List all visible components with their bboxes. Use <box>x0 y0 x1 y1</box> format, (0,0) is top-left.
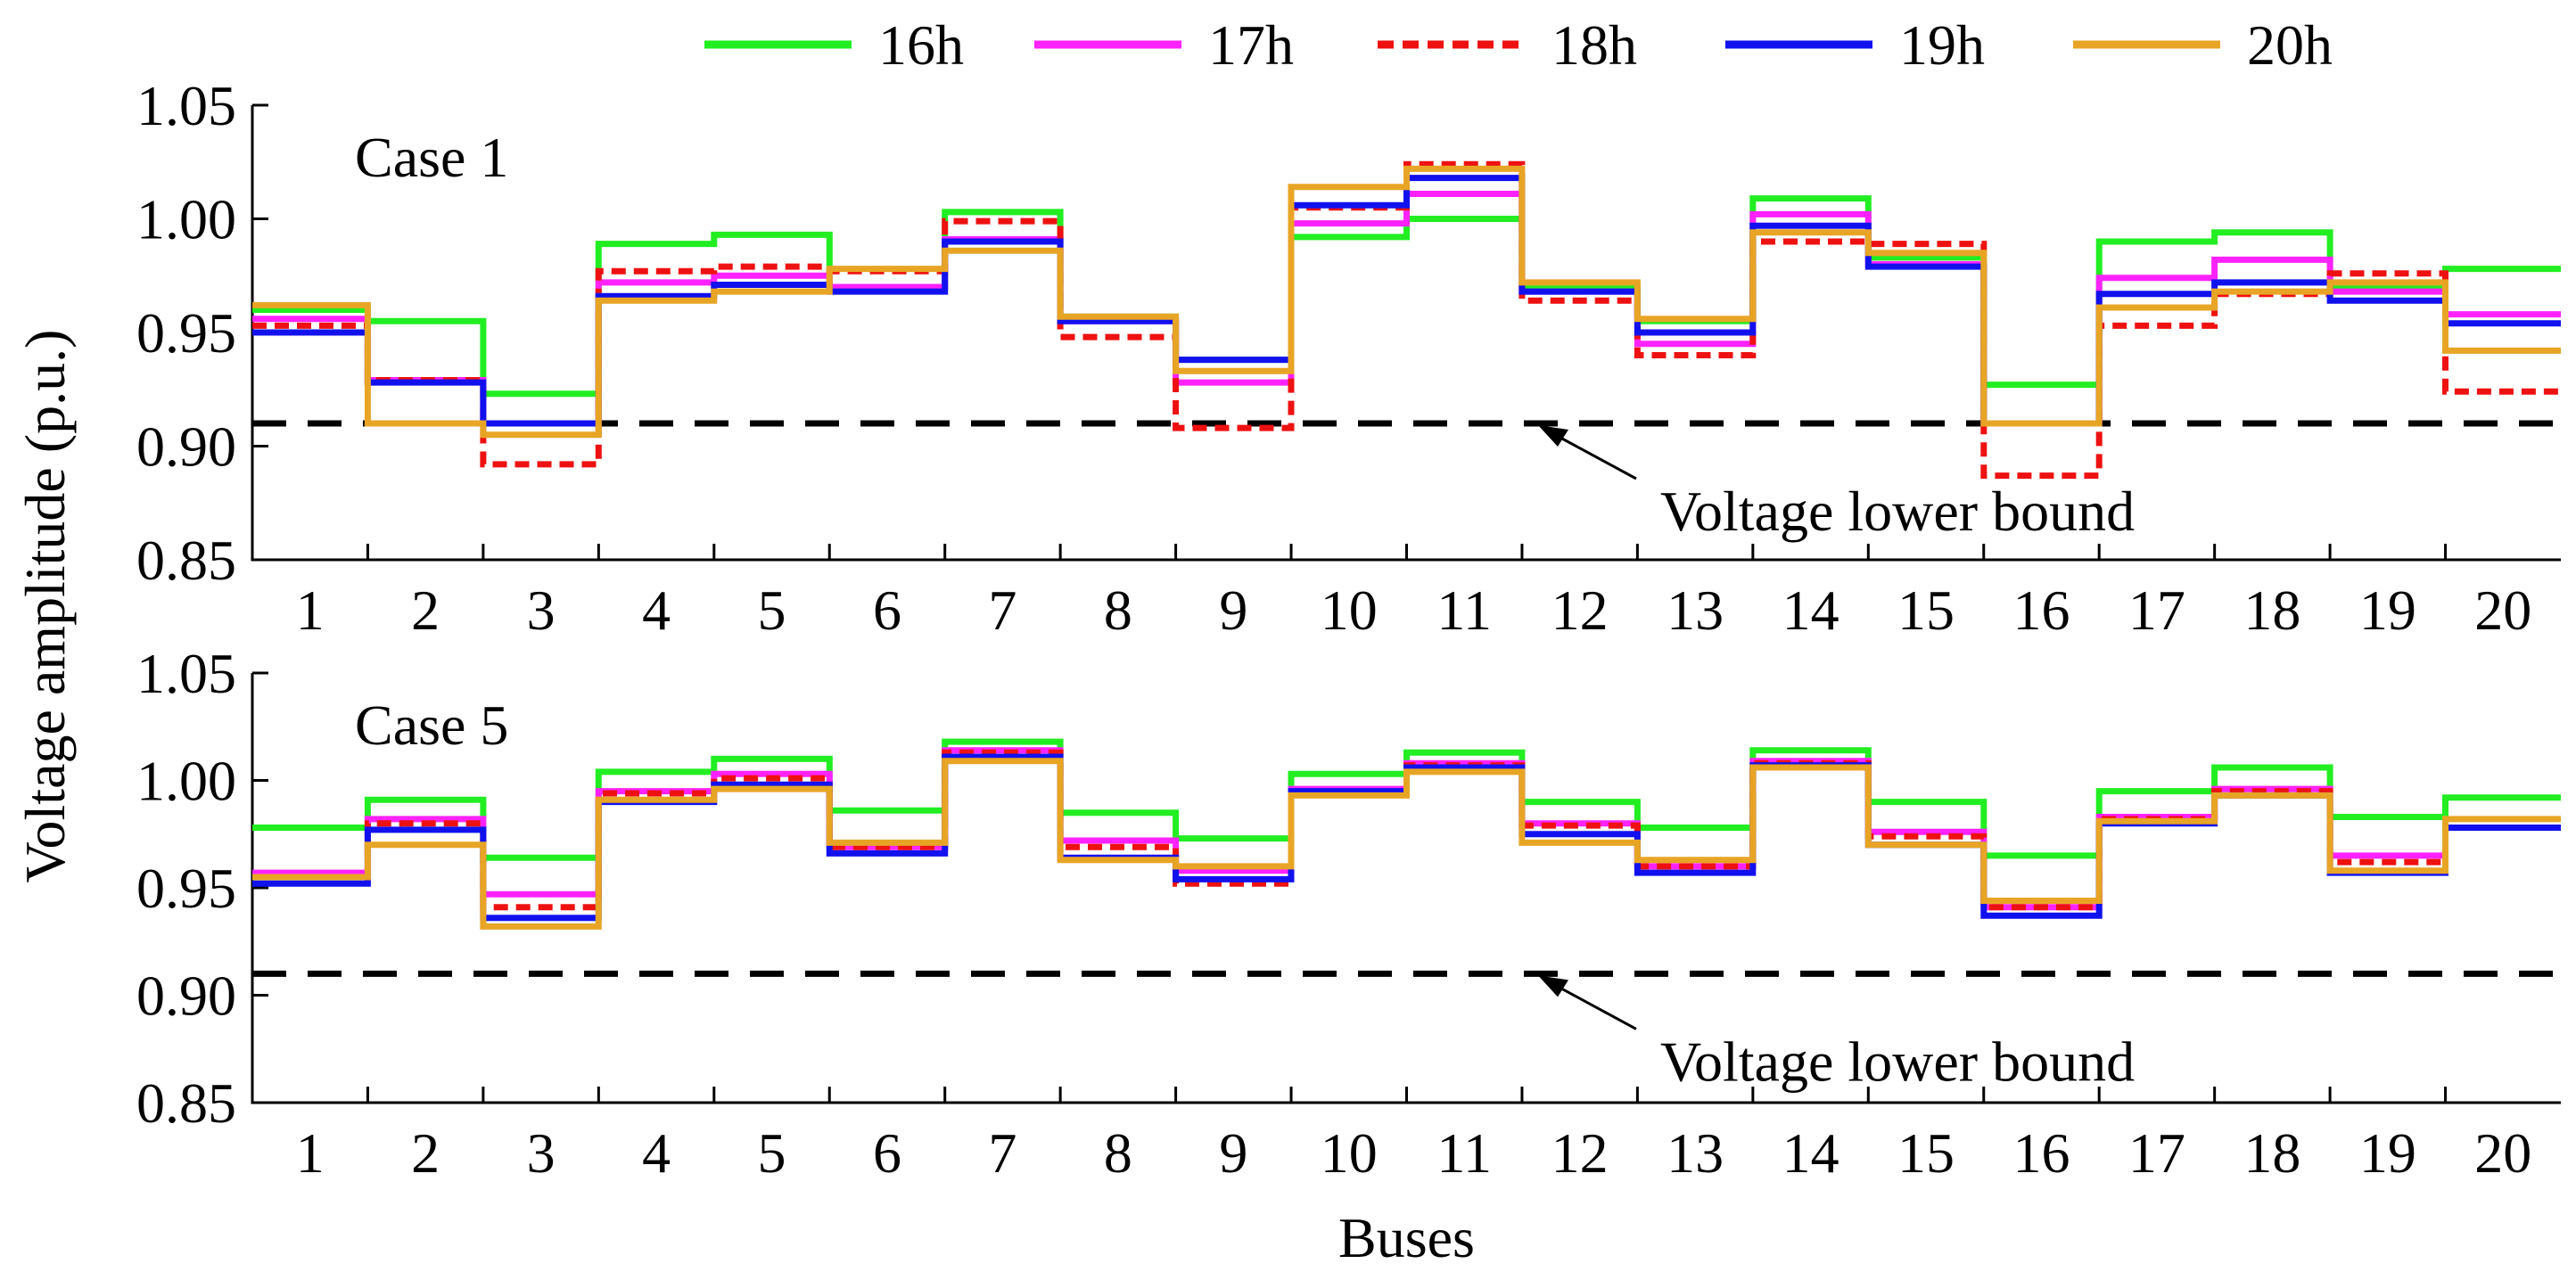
x-tick-label: 10 <box>1321 579 1378 642</box>
x-tick-label: 13 <box>1667 1121 1724 1185</box>
annotation-arrowhead <box>1538 425 1568 447</box>
x-tick-label: 6 <box>873 579 901 642</box>
x-tick-label: 18 <box>2243 579 2300 642</box>
x-tick-label: 4 <box>642 579 671 642</box>
panel-2: 0.850.900.951.001.051 2 3 4 5 6 7 8 9 10 11 12 13 14 1… <box>136 642 2561 1185</box>
x-tick-label: 3 <box>527 1121 556 1185</box>
x-tick-label: 11 <box>1436 579 1492 642</box>
legend-label-16h: 16h <box>878 13 964 77</box>
legend-label-18h: 18h <box>1551 13 1637 77</box>
x-tick-label: 17 <box>2128 579 2185 642</box>
x-tick-label: 12 <box>1551 1121 1609 1185</box>
x-axis-title: Buses <box>1338 1206 1475 1269</box>
x-tick-label: 8 <box>1104 579 1132 642</box>
legend-item-20h: 20h <box>2073 13 2333 77</box>
legend-item-19h: 19h <box>1725 13 1985 77</box>
x-tick-label: 6 <box>873 1121 901 1185</box>
x-tick-label: 14 <box>1782 1121 1839 1185</box>
x-tick-label: 2 <box>411 1121 440 1185</box>
x-tick-label: 20 <box>2474 579 2531 642</box>
annotation-arrow <box>1550 431 1637 480</box>
y-tick-label: 1.05 <box>136 642 236 705</box>
panel-title: Case 1 <box>355 126 508 189</box>
y-tick-label: 0.85 <box>136 1071 236 1135</box>
y-tick-label: 0.95 <box>136 301 236 365</box>
x-tick-label: 15 <box>1897 579 1955 642</box>
panel-1: 0.850.900.951.001.051 2 3 4 5 6 7 8 9 10 11 12 13 14 1… <box>136 74 2561 642</box>
x-tick-label: 15 <box>1897 1121 1955 1185</box>
x-tick-label: 10 <box>1321 1121 1378 1185</box>
y-tick-label: 0.90 <box>136 415 236 479</box>
annotation-text: Voltage lower bound <box>1660 480 2135 543</box>
x-tick-label: 13 <box>1667 579 1724 642</box>
x-tick-label: 14 <box>1782 579 1839 642</box>
legend-item-17h: 17h <box>1034 13 1294 77</box>
legend-item-18h: 18h <box>1378 13 1637 77</box>
x-tick-label: 17 <box>2128 1121 2185 1185</box>
x-tick-label: 16 <box>2012 579 2070 642</box>
y-tick-label: 1.05 <box>136 74 236 137</box>
y-tick-label: 1.00 <box>136 750 236 813</box>
x-tick-label: 8 <box>1104 1121 1132 1185</box>
x-tick-label: 9 <box>1219 1121 1247 1185</box>
y-tick-label: 0.95 <box>136 857 236 920</box>
x-tick-label: 19 <box>2359 1121 2416 1185</box>
legend-item-16h: 16h <box>704 13 964 77</box>
y-tick-label: 0.85 <box>136 529 236 592</box>
x-tick-label: 16 <box>2012 1121 2070 1185</box>
x-tick-label: 20 <box>2474 1121 2531 1185</box>
x-tick-label: 5 <box>758 1121 786 1185</box>
series-19h-line <box>252 175 2561 427</box>
x-tick-label: 18 <box>2243 1121 2300 1185</box>
x-tick-label: 7 <box>988 1121 1016 1185</box>
series-20h-line <box>252 165 2561 439</box>
annotation-arrowhead <box>1538 975 1568 997</box>
x-tick-label: 1 <box>296 1121 325 1185</box>
panel-title: Case 5 <box>355 693 508 757</box>
x-tick-label: 1 <box>296 579 325 642</box>
series-16h-line <box>252 195 2561 398</box>
x-tick-label: 3 <box>527 579 556 642</box>
legend-label-17h: 17h <box>1208 13 1294 77</box>
annotation-text: Voltage lower bound <box>1660 1030 2135 1093</box>
x-tick-label: 4 <box>642 1121 671 1185</box>
x-tick-label: 9 <box>1219 579 1247 642</box>
x-tick-label: 12 <box>1551 579 1609 642</box>
y-tick-label: 1.00 <box>136 188 236 251</box>
x-tick-label: 2 <box>411 579 440 642</box>
y-tick-label: 0.90 <box>136 964 236 1028</box>
x-tick-label: 11 <box>1436 1121 1492 1185</box>
series-20h-line <box>252 758 2561 930</box>
legend-label-20h: 20h <box>2247 13 2333 77</box>
x-tick-label: 5 <box>758 579 786 642</box>
annotation-arrow <box>1550 981 1637 1030</box>
y-axis-title: Voltage amplitude (p.u.) <box>13 330 77 883</box>
legend-label-19h: 19h <box>1899 13 1985 77</box>
x-tick-label: 7 <box>988 579 1016 642</box>
x-tick-label: 19 <box>2359 579 2416 642</box>
